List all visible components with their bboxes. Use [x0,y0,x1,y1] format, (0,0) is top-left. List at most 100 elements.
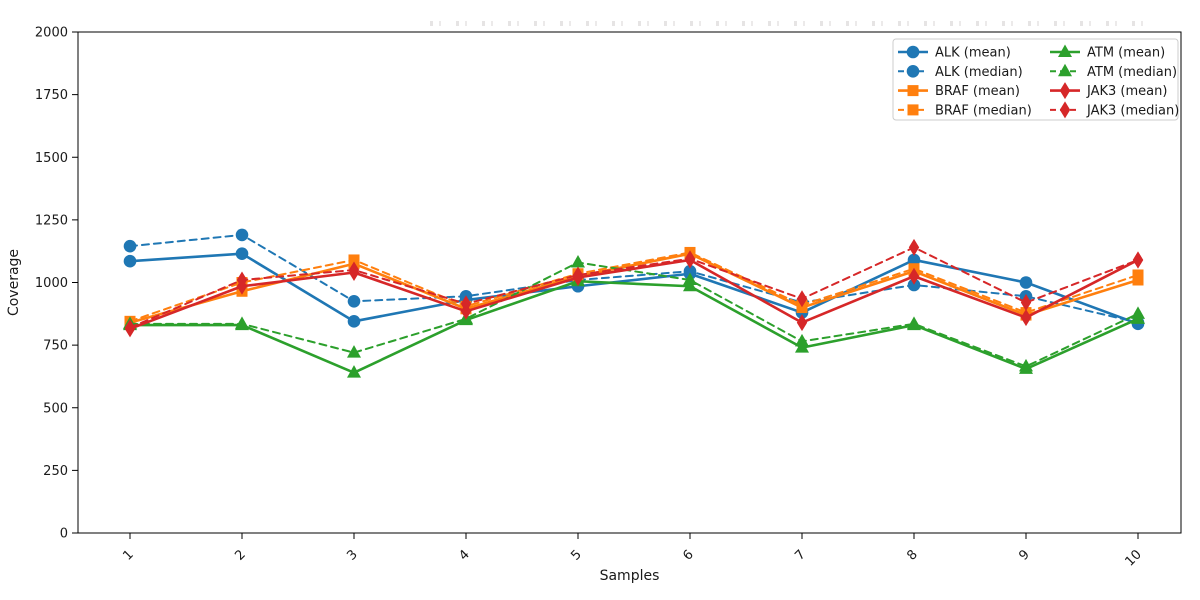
series-braf-median [124,246,1144,327]
data-point-marker [1132,251,1144,269]
x-tick-label: 7 [792,547,808,563]
legend-entry: ALK (median) [898,65,1023,80]
legend-label: ALK (mean) [935,46,1011,61]
legend-label: BRAF (mean) [935,84,1020,99]
data-point-marker [795,333,809,347]
data-point-marker [1020,309,1032,327]
legend-marker [907,104,919,116]
data-point-marker [123,254,137,268]
data-point-marker [683,264,697,278]
data-point-marker [1020,294,1032,312]
legend-entry: ALK (mean) [898,46,1011,61]
x-tick-label: 2 [232,547,248,563]
legend-label: BRAF (median) [935,103,1032,118]
legend-label: ALK (median) [935,65,1023,80]
data-point-marker [236,271,248,289]
series-line [129,246,1139,329]
data-point-marker [683,272,697,285]
data-point-marker [347,345,361,358]
legend-entry: ATM (median) [1050,63,1177,80]
data-point-marker [235,228,249,242]
data-point-marker [795,340,809,353]
y-tick-label: 1250 [35,213,68,228]
data-point-marker [907,253,921,267]
data-point-marker [683,278,697,292]
y-tick-label: 250 [43,464,68,479]
legend-marker [1059,82,1071,100]
series-line [129,233,1139,324]
series-line [128,252,1140,324]
legend-label: ATM (mean) [1087,46,1165,61]
series-line [128,279,1140,374]
data-point-marker [796,314,808,332]
x-axis: 1 2 3 4 5 6 7 8 9 10 [120,533,1145,570]
data-point-marker [1019,358,1033,372]
data-point-marker [460,295,472,313]
legend-label: JAK3 (mean) [1086,84,1167,99]
y-axis: 0 250 500 750 1000 1250 1500 1750 2000 [35,26,78,542]
x-tick-label: 1 [120,547,136,563]
series-jak3-median [124,238,1144,337]
x-tick-label: 5 [568,547,584,563]
data-point-marker [1019,276,1033,289]
legend-marker [1058,44,1072,57]
legend-entry: BRAF (median) [898,103,1032,118]
data-point-marker [796,290,808,308]
data-point-marker [1131,306,1145,319]
x-tick-label: 9 [1016,547,1032,563]
y-tick-label: 1000 [35,276,68,291]
series-line [128,252,1140,326]
data-point-marker [347,365,361,378]
x-tick-label: 10 [1123,547,1145,569]
series-atm-mean [123,273,1145,378]
y-tick-label: 2000 [35,26,68,41]
y-tick-label: 500 [43,401,68,416]
x-tick-label: 3 [344,547,360,563]
data-point-marker [572,266,584,284]
data-point-marker [684,250,696,268]
legend-entry: JAK3 (mean) [1050,82,1167,100]
x-tick-label: 4 [456,547,472,563]
legend-marker [1059,101,1071,119]
data-point-marker [235,316,249,329]
y-tick-label: 1750 [35,88,68,103]
y-tick-label: 1500 [35,151,68,166]
series-alk-mean [123,247,1145,331]
legend-box [892,38,1179,121]
x-axis-title: Samples [600,568,660,584]
series-line [129,251,1139,323]
data-point-marker [347,315,361,328]
legend-marker [906,65,920,78]
legend-marker [906,45,920,59]
data-point-marker [908,267,920,285]
data-point-marker [571,254,585,268]
data-point-marker [348,261,360,279]
legend-label: ATM (median) [1087,65,1177,80]
data-point-marker [124,319,136,337]
legend-marker [907,85,919,97]
data-point-marker [123,239,137,253]
y-tick-label: 0 [60,527,68,542]
y-tick-label: 750 [43,339,68,354]
data-point-marker [235,247,249,260]
data-point-marker [908,238,920,256]
series-line [128,258,1140,331]
legend-entry: BRAF (mean) [898,84,1020,99]
data-point-marker [907,316,921,329]
legend-marker [1058,63,1072,77]
x-tick-label: 6 [680,547,696,563]
data-point-marker [1132,269,1144,281]
series-atm-median [123,254,1145,372]
y-axis-title: Coverage [6,249,22,316]
series-line [129,261,1139,368]
data-point-marker [907,278,921,292]
legend-label: JAK3 (median) [1086,103,1179,118]
legend-entry: ATM (mean) [1050,44,1165,61]
data-point-marker [347,294,361,308]
legend-entry: JAK3 (median) [1050,101,1179,119]
legend: ALK (mean) ALK (median) BRAF (mean) BRAF (m… [892,38,1179,121]
x-tick-label: 8 [904,547,920,563]
data-point-marker [348,254,360,266]
